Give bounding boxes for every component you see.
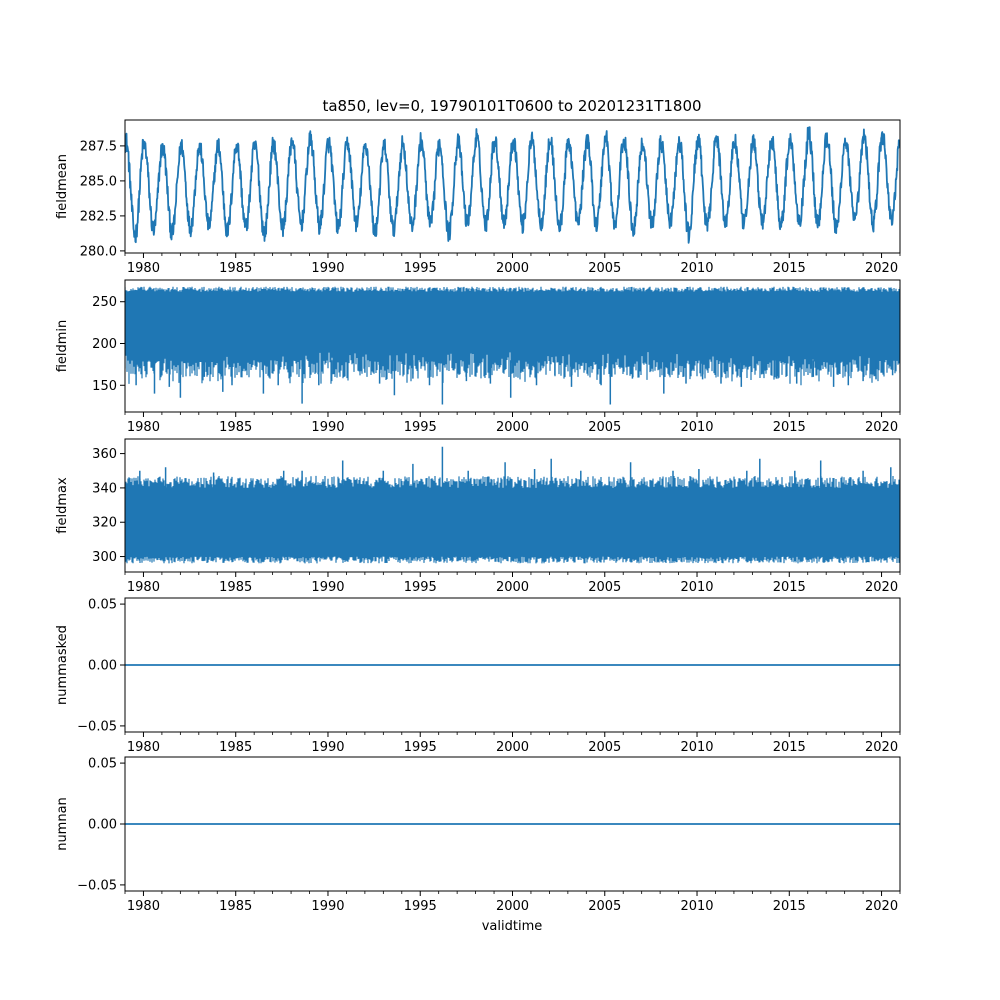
y-tick-label: 340 [92, 481, 117, 496]
x-tick-label: 1990 [311, 420, 344, 435]
y-tick-label: 0.00 [88, 818, 117, 833]
x-tick-label: 1980 [127, 580, 160, 595]
y-axis-label: numnan [55, 797, 70, 851]
x-tick-label: 1995 [404, 740, 437, 755]
x-tick-label: 1980 [127, 420, 160, 435]
y-tick-label: 0.05 [88, 757, 117, 772]
x-tick-label: 1985 [219, 899, 252, 914]
y-tick-label: 0.00 [88, 659, 117, 674]
x-tick-label: 2015 [773, 261, 806, 276]
x-tick-label: 1985 [219, 420, 252, 435]
series-band-fieldmax [125, 475, 900, 564]
y-tick-label: 200 [92, 337, 117, 352]
x-tick-label: 1985 [219, 580, 252, 595]
y-tick-label: 360 [92, 447, 117, 462]
x-tick-label: 2015 [773, 580, 806, 595]
y-tick-label: −0.05 [77, 719, 117, 734]
y-axis-label: fieldmax [55, 477, 70, 534]
x-tick-label: 2005 [588, 740, 621, 755]
y-tick-label: 0.05 [88, 598, 117, 613]
subplot-fieldmin: 1980 1985 1990 1995 2000 2005 2010 2015 2020 150 2… [55, 279, 901, 435]
subplot-stack: 1980 1985 1990 1995 2000 2005 2010 2015 2020 280.… [55, 119, 901, 914]
x-tick-label: 2005 [588, 580, 621, 595]
subplot-nummasked: 1980 1985 1990 1995 2000 2005 2010 2015 2020 −0.0… [55, 597, 901, 755]
x-tick-label: 1995 [404, 261, 437, 276]
x-tick-label: 1995 [404, 420, 437, 435]
x-axis-label: validtime [482, 919, 543, 934]
x-tick-label: 1980 [127, 740, 160, 755]
x-tick-label: 2020 [865, 261, 898, 276]
x-tick-label: 1990 [311, 899, 344, 914]
series-spikes-fieldmin [135, 360, 894, 405]
x-tick-label: 2010 [680, 261, 713, 276]
y-tick-label: 287.5 [80, 139, 117, 154]
x-tick-label: 1980 [127, 261, 160, 276]
y-tick-label: 250 [92, 295, 117, 310]
subplot-fieldmean: 1980 1985 1990 1995 2000 2005 2010 2015 2020 280.… [55, 119, 901, 276]
x-tick-label: 1990 [311, 261, 344, 276]
y-tick-label: 300 [92, 550, 117, 565]
x-tick-label: 1995 [404, 580, 437, 595]
y-tick-label: 150 [92, 379, 117, 394]
x-tick-label: 2010 [680, 899, 713, 914]
x-tick-label: 1995 [404, 899, 437, 914]
x-tick-label: 2000 [496, 740, 529, 755]
x-tick-label: 2015 [773, 740, 806, 755]
x-tick-label: 2010 [680, 580, 713, 595]
series-line-fieldmean [125, 126, 900, 244]
plot-area [125, 446, 900, 564]
x-tick-label: 2005 [588, 261, 621, 276]
y-tick-label: 282.5 [80, 209, 117, 224]
x-tick-label: 1990 [311, 580, 344, 595]
x-tick-label: 2020 [865, 740, 898, 755]
x-tick-label: 2000 [496, 261, 529, 276]
plot-area [125, 126, 900, 244]
x-tick-label: 2000 [496, 580, 529, 595]
series-spikes-fieldmax [139, 446, 892, 488]
plot-area [125, 286, 900, 405]
x-tick-label: 2020 [865, 899, 898, 914]
y-axis-label: nummasked [55, 625, 70, 705]
x-tick-label: 2020 [865, 420, 898, 435]
x-tick-label: 2005 [588, 420, 621, 435]
x-tick-label: 2000 [496, 420, 529, 435]
x-tick-label: 2020 [865, 580, 898, 595]
y-tick-label: 285.0 [80, 174, 117, 189]
x-tick-label: 1990 [311, 740, 344, 755]
x-tick-label: 1980 [127, 899, 160, 914]
y-tick-label: 320 [92, 516, 117, 531]
subplot-fieldmax: 1980 1985 1990 1995 2000 2005 2010 2015 2020 300 3… [55, 438, 901, 595]
subplot-numnan: 1980 1985 1990 1995 2000 2005 2010 2015 2020 −0.0… [55, 756, 901, 914]
y-tick-label: 280.0 [80, 244, 117, 259]
figure-title: ta850, lev=0, 19790101T0600 to 20201231T… [322, 97, 701, 115]
series-band-fieldmin [125, 286, 900, 386]
y-axis-label: fieldmean [55, 154, 70, 219]
x-tick-label: 2015 [773, 420, 806, 435]
x-tick-label: 1985 [219, 261, 252, 276]
y-axis-label: fieldmin [55, 320, 70, 373]
y-tick-label: −0.05 [77, 878, 117, 893]
x-tick-label: 2010 [680, 740, 713, 755]
x-tick-label: 1985 [219, 740, 252, 755]
x-tick-label: 2000 [496, 899, 529, 914]
x-tick-label: 2015 [773, 899, 806, 914]
x-tick-label: 2005 [588, 899, 621, 914]
x-tick-label: 2010 [680, 420, 713, 435]
